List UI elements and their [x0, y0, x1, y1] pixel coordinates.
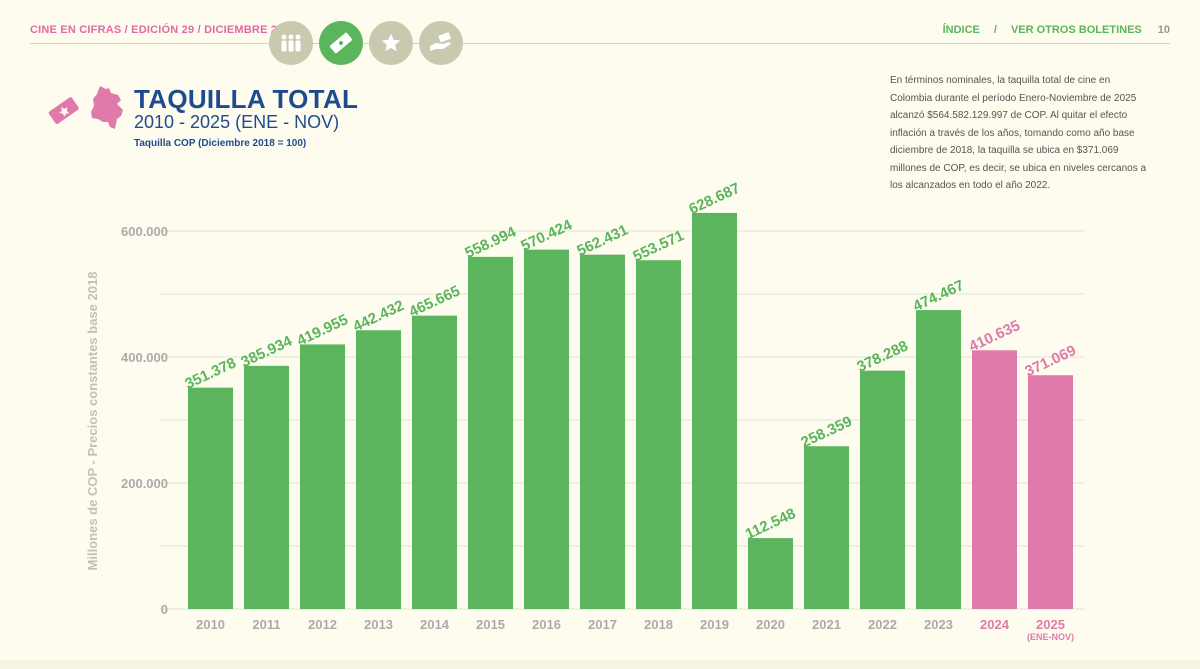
x-tick-label-2022: 2022 [868, 617, 897, 632]
x-tick-label-2025: 2025 [1036, 617, 1065, 632]
people-icon [281, 34, 301, 52]
x-tick-label-2012: 2012 [308, 617, 337, 632]
x-tick-label-2018: 2018 [644, 617, 673, 632]
x-tick-label-2013: 2013 [364, 617, 393, 632]
nav-ticket-button[interactable] [319, 21, 363, 65]
bar-2017 [580, 254, 625, 610]
x-tick-label-2014: 2014 [420, 617, 450, 632]
value-label-2010: 351.378 [182, 354, 238, 392]
value-label-2020: 112.548 [743, 505, 799, 543]
other-bulletins-link[interactable]: VER OTROS BOLETINES [1010, 24, 1142, 36]
bar-2023 [916, 310, 961, 609]
y-axis-title: Millones de COP - Precios constantes bas… [85, 272, 100, 571]
value-label-2016: 570.424 [518, 216, 575, 255]
x-tick-label-2015: 2015 [476, 617, 505, 632]
value-label-2024: 410.635 [966, 317, 1022, 355]
star-icon [381, 33, 401, 52]
bar-2022 [860, 370, 905, 609]
index-link[interactable]: ÍNDICE [942, 24, 980, 36]
bar-2016 [524, 249, 569, 609]
ticket-colombia-icon [48, 86, 123, 129]
value-label-2025: 371.069 [1022, 342, 1078, 380]
x-tick-label-2017: 2017 [588, 617, 617, 632]
x-tick-label-2019: 2019 [700, 617, 729, 632]
header-divider [30, 43, 1170, 44]
page-number: 10 [1157, 24, 1170, 36]
value-label-2017: 562.431 [574, 221, 630, 259]
bar-2012 [300, 344, 345, 609]
link-separator: / [993, 24, 997, 36]
bar-2020 [748, 538, 793, 609]
ticket-icon [329, 32, 353, 54]
description-text: En términos nominales, la taquilla total… [890, 75, 1147, 191]
y-tick-label: 0 [161, 602, 168, 617]
y-tick-label: 600.000 [121, 224, 168, 239]
bar-2025 [1028, 375, 1073, 609]
value-label-2023: 474.467 [910, 277, 966, 315]
chart-unit-note: Taquilla COP (Diciembre 2018 = 100) [134, 138, 307, 149]
value-label-2019: 628.687 [686, 180, 742, 218]
y-tick-label: 400.000 [121, 350, 168, 365]
x-tick-label-2023: 2023 [924, 617, 953, 632]
bar-2024 [972, 350, 1017, 609]
nav-star-button[interactable] [369, 21, 413, 65]
x-tick-label-2020: 2020 [756, 617, 785, 632]
bar-2018 [636, 260, 681, 609]
y-tick-label: 200.000 [121, 476, 168, 491]
nav-people-button[interactable] [269, 21, 313, 65]
value-label-2018: 553.571 [630, 227, 686, 265]
bar-2011 [244, 365, 289, 609]
bar-2010 [188, 387, 233, 609]
x-tick-label-2016: 2016 [532, 617, 561, 632]
value-label-2022: 378.288 [854, 337, 910, 375]
value-label-2014: 465.665 [406, 282, 462, 320]
publication-title: CINE EN CIFRAS / EDICIÓN 29 / DICIEMBRE … [30, 24, 297, 36]
value-label-2012: 419.955 [294, 311, 350, 349]
x-tick-label-2010: 2010 [196, 617, 225, 632]
value-label-2011: 385.934 [238, 332, 295, 371]
bar-2015 [468, 256, 513, 609]
section-nav [269, 21, 463, 65]
hand-money-icon [430, 32, 451, 51]
x-tick-label-2011: 2011 [252, 617, 280, 632]
footer-strip [0, 660, 1200, 669]
top-bar: CINE EN CIFRAS / EDICIÓN 29 / DICIEMBRE … [0, 0, 1200, 65]
bar-2021 [804, 446, 849, 609]
top-links: ÍNDICE / VER OTROS BOLETINES 10 [943, 24, 1170, 36]
chart-subtitle: 2010 - 2025 (ENE - NOV) [134, 112, 340, 132]
value-label-2015: 558.994 [462, 223, 519, 262]
bar-2019 [692, 212, 737, 609]
bar-2013 [356, 330, 401, 609]
chart-title: TAQUILLA TOTAL [134, 84, 359, 114]
x-tick-note-2025: (ENE-NOV) [1027, 632, 1074, 642]
value-label-2013: 442.432 [350, 297, 406, 335]
value-label-2021: 258.359 [798, 413, 854, 451]
x-tick-label-2024: 2024 [980, 617, 1010, 632]
bar-2014 [412, 315, 457, 609]
x-tick-label-2021: 2021 [812, 617, 841, 632]
nav-funding-button[interactable] [419, 21, 463, 65]
